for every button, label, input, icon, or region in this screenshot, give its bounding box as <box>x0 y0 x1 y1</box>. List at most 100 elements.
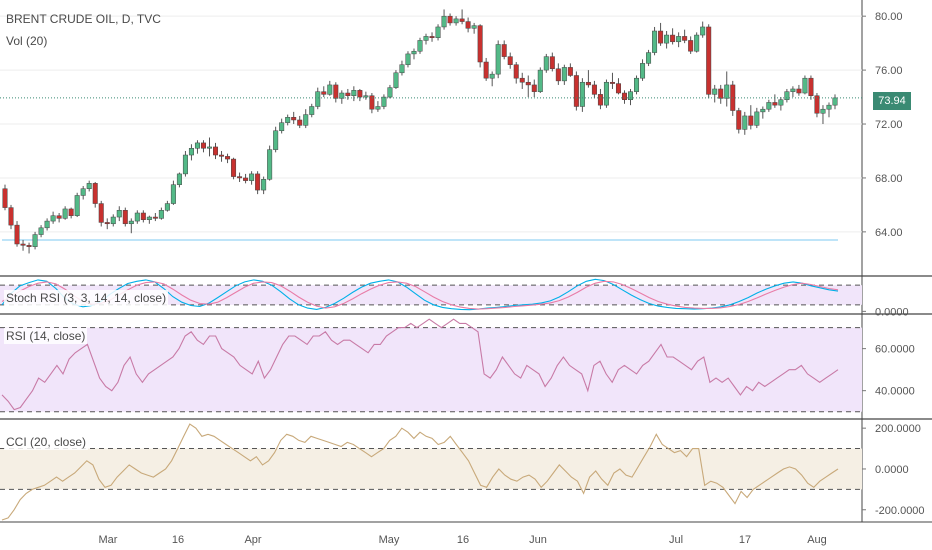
candle <box>609 81 615 84</box>
candle <box>279 122 285 132</box>
candle <box>676 36 682 43</box>
time-axis-label: Jun <box>529 534 547 546</box>
candle <box>724 84 730 99</box>
time-axis-label: Mar <box>99 534 118 546</box>
candle <box>555 68 561 82</box>
candle <box>694 34 700 52</box>
candle <box>110 216 116 225</box>
time-axis-label: Aug <box>807 534 827 546</box>
time-axis-label: May <box>379 534 400 546</box>
indicator-series-line <box>1 423 839 521</box>
time-axis-label: Jul <box>669 534 683 546</box>
indicator-series-line <box>1 278 839 311</box>
candle <box>447 15 453 24</box>
candle <box>688 40 694 52</box>
candle <box>14 224 20 245</box>
candle <box>243 177 249 181</box>
volume-legend: Vol (20) <box>6 34 48 48</box>
candle <box>273 130 279 150</box>
candle <box>597 94 603 106</box>
candle <box>92 183 98 204</box>
candle <box>537 69 543 92</box>
candle <box>405 53 411 65</box>
candle <box>50 215 56 222</box>
candle <box>754 111 760 126</box>
candle <box>321 91 327 95</box>
candle <box>399 64 405 74</box>
candle <box>297 119 303 126</box>
candle <box>784 91 790 101</box>
indicator-series-line <box>1 318 839 411</box>
candle <box>766 102 772 110</box>
candle <box>249 173 255 181</box>
candle <box>74 195 80 216</box>
candle <box>411 50 417 55</box>
price-tick-label: 72.00 <box>875 119 903 131</box>
time-axis-label: 16 <box>172 534 184 546</box>
candle <box>700 26 706 36</box>
candle <box>176 173 182 185</box>
candle <box>814 95 820 114</box>
candle <box>170 184 176 204</box>
candle <box>219 154 225 157</box>
candle <box>182 154 188 175</box>
candle <box>640 63 646 79</box>
time-axis-label: 16 <box>457 534 469 546</box>
candle <box>615 83 621 94</box>
candle <box>742 115 748 130</box>
candle <box>381 96 387 107</box>
candle <box>603 81 609 106</box>
candle <box>495 44 501 75</box>
candle <box>579 81 585 107</box>
candle <box>459 18 465 22</box>
candle <box>748 115 754 126</box>
candle <box>206 146 212 149</box>
candle <box>652 30 658 53</box>
candle <box>164 203 170 211</box>
candle <box>363 95 369 98</box>
candle <box>477 25 483 63</box>
candle <box>634 77 640 92</box>
candle <box>8 207 14 226</box>
candle <box>285 117 291 123</box>
candle <box>628 91 634 101</box>
candle <box>80 188 86 196</box>
indicator-tick-label: 0.0000 <box>875 306 909 318</box>
candle <box>333 84 339 99</box>
candle <box>507 56 513 65</box>
candle <box>140 212 146 220</box>
indicator-band <box>0 327 862 412</box>
candle <box>237 176 243 179</box>
chart-title: BRENT CRUDE OIL, D, TVC <box>6 12 161 26</box>
candle <box>188 148 194 156</box>
candle <box>820 108 826 114</box>
candle <box>826 104 832 110</box>
candle <box>525 81 531 86</box>
candle <box>303 114 309 126</box>
candle <box>621 92 627 101</box>
candle <box>339 92 345 99</box>
candle <box>122 210 128 225</box>
candle <box>483 61 489 79</box>
candle <box>20 243 26 246</box>
candle <box>465 21 471 29</box>
stoch-rsi-label: Stoch RSI (3, 3, 14, 14, close) <box>4 290 169 306</box>
candle <box>104 222 110 225</box>
price-tick-label: 64.00 <box>875 227 903 239</box>
candle <box>772 102 778 106</box>
candle <box>778 99 784 106</box>
candle <box>658 30 664 44</box>
candle <box>513 64 519 79</box>
candle <box>796 88 802 94</box>
time-axis-label: Apr <box>244 534 261 546</box>
candle <box>591 84 597 95</box>
candle <box>543 56 549 71</box>
candle <box>345 92 351 96</box>
candle <box>62 208 68 219</box>
candle <box>790 88 796 92</box>
candle <box>213 146 219 156</box>
candle <box>357 90 363 98</box>
candle <box>736 110 742 130</box>
candle <box>808 77 814 96</box>
